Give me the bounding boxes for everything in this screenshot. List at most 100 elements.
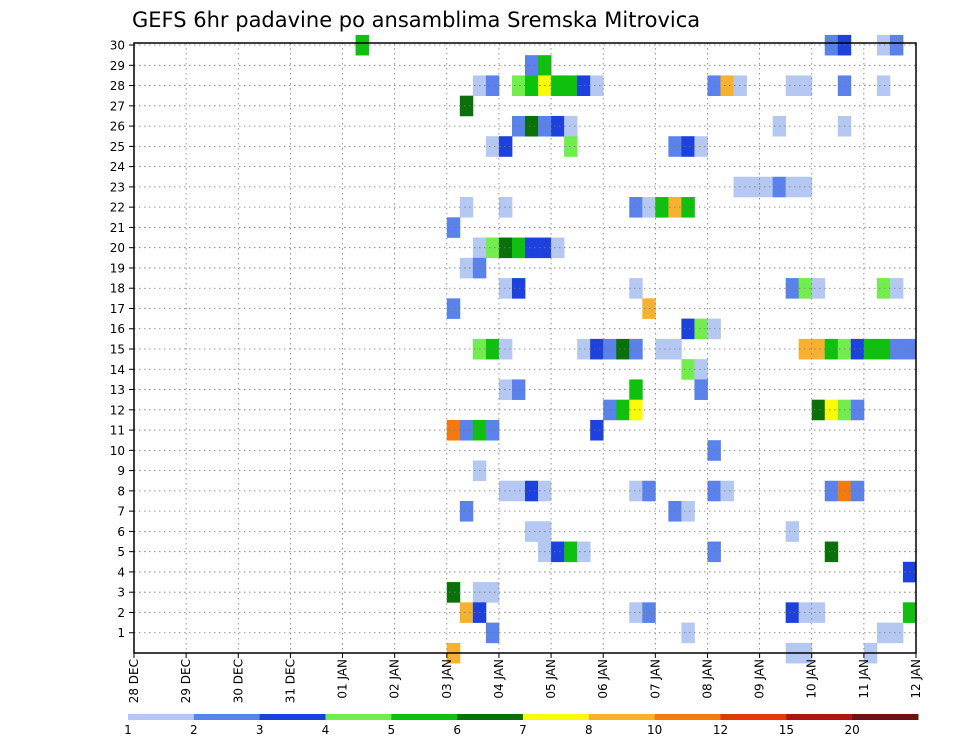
heatmap-cell bbox=[629, 379, 643, 400]
y-tick-label: 7 bbox=[117, 505, 125, 519]
heatmap-cell bbox=[485, 582, 500, 603]
heatmap-cell bbox=[824, 34, 839, 56]
x-tick-label: 06 JAN bbox=[596, 659, 610, 699]
heatmap-cell bbox=[655, 197, 669, 218]
y-tick-label: 20 bbox=[110, 241, 125, 255]
heatmap-cell bbox=[681, 501, 695, 522]
heatmap-cell bbox=[459, 602, 474, 623]
heatmap-cell bbox=[459, 197, 474, 218]
heatmap-cell bbox=[590, 75, 604, 96]
x-tick-label: 28 DEC bbox=[127, 659, 141, 703]
y-tick-label: 16 bbox=[110, 322, 125, 336]
colorbar-label: 15 bbox=[779, 723, 794, 737]
heatmap-cell bbox=[889, 338, 904, 360]
heatmap-cell bbox=[746, 176, 760, 198]
heatmap-cell bbox=[511, 237, 526, 259]
colorbar-swatch bbox=[128, 714, 195, 720]
heatmap-cell bbox=[511, 480, 526, 502]
heatmap-cell bbox=[485, 419, 500, 441]
colorbar-swatch bbox=[786, 714, 853, 720]
x-tick-label: 31 DEC bbox=[283, 659, 297, 703]
heatmap-cell bbox=[498, 379, 513, 400]
heatmap-cell bbox=[681, 359, 695, 380]
heatmap-cell bbox=[355, 34, 369, 56]
y-tick-label: 17 bbox=[110, 302, 125, 316]
y-tick-label: 27 bbox=[110, 99, 125, 113]
colorbar-label: 6 bbox=[453, 723, 461, 737]
heatmap-cell bbox=[511, 379, 526, 400]
heatmap-cell bbox=[446, 217, 461, 238]
y-tick-label: 26 bbox=[110, 120, 125, 134]
y-tick-label: 19 bbox=[110, 261, 125, 275]
heatmap-cell bbox=[551, 115, 565, 137]
heatmap-cell bbox=[681, 136, 695, 157]
colorbar-label: 5 bbox=[388, 723, 396, 737]
colorbar-swatch bbox=[852, 714, 919, 720]
heatmap-cell bbox=[694, 318, 708, 340]
heatmap-cell bbox=[459, 257, 474, 279]
heatmap-cell bbox=[446, 298, 461, 319]
heatmap-cell bbox=[629, 197, 643, 218]
heatmap-cell bbox=[498, 338, 513, 360]
x-tick-label: 02 JAN bbox=[388, 659, 402, 699]
heatmap-cell bbox=[629, 338, 643, 360]
y-tick-label: 1 bbox=[117, 626, 125, 640]
heatmap-cell bbox=[889, 278, 904, 299]
heatmap-cell bbox=[498, 237, 513, 259]
heatmap-cell bbox=[551, 541, 565, 563]
heatmap-cell bbox=[485, 75, 500, 96]
heatmap-cell bbox=[876, 34, 891, 56]
heatmap-cell bbox=[629, 399, 643, 421]
heatmap-cell bbox=[551, 75, 565, 96]
heatmap-cell bbox=[811, 602, 826, 623]
heatmap-cell bbox=[785, 602, 800, 623]
heatmap-cell bbox=[485, 237, 500, 259]
heatmap-cell bbox=[811, 399, 826, 421]
x-tick-label: 29 DEC bbox=[179, 659, 193, 703]
heatmap-cell bbox=[876, 278, 891, 299]
heatmap-cell bbox=[681, 622, 695, 644]
heatmap-cell bbox=[720, 480, 734, 502]
grid-lines bbox=[134, 43, 916, 653]
heatmap-cell bbox=[850, 480, 865, 502]
x-tick-label: 12 JAN bbox=[909, 659, 923, 699]
y-tick-label: 22 bbox=[110, 201, 125, 215]
plot-frame bbox=[133, 42, 917, 654]
heatmap-cell bbox=[694, 379, 708, 400]
x-tick-label: 11 JAN bbox=[857, 659, 871, 699]
heatmap-cell bbox=[785, 521, 800, 542]
heatmap-cell bbox=[459, 419, 474, 441]
y-tick-label: 25 bbox=[110, 140, 125, 154]
heatmap-cell bbox=[694, 359, 708, 380]
colorbar-label: 4 bbox=[322, 723, 330, 737]
y-tick-label: 2 bbox=[117, 606, 125, 620]
y-tick-label: 29 bbox=[110, 59, 125, 73]
heatmap-cell bbox=[525, 480, 539, 502]
y-tick-label: 12 bbox=[110, 403, 125, 417]
heatmap-cell bbox=[720, 75, 734, 96]
colorbar-label: 3 bbox=[256, 723, 264, 737]
heatmap-cell bbox=[525, 115, 539, 137]
colorbar-label: 10 bbox=[647, 723, 662, 737]
y-axis: 1234567891011121314151617181920212223242… bbox=[110, 39, 134, 640]
y-tick-label: 5 bbox=[117, 545, 125, 559]
colorbar-label: 12 bbox=[713, 723, 728, 737]
heatmap-cells bbox=[355, 34, 917, 664]
heatmap-cell bbox=[485, 338, 500, 360]
heatmap-cell bbox=[446, 419, 461, 441]
heatmap-cell bbox=[525, 55, 539, 76]
heatmap-cell bbox=[498, 278, 513, 299]
heatmap-cell bbox=[511, 278, 526, 299]
y-tick-label: 13 bbox=[110, 383, 125, 397]
heatmap-cell bbox=[889, 622, 904, 644]
colorbar-label: 2 bbox=[190, 723, 198, 737]
x-tick-label: 09 JAN bbox=[753, 659, 767, 699]
heatmap-cell bbox=[785, 278, 800, 299]
heatmap-cell bbox=[525, 75, 539, 96]
colorbar-swatch bbox=[720, 714, 787, 720]
x-tick-label: 01 JAN bbox=[336, 659, 350, 699]
heatmap-cell bbox=[564, 136, 578, 157]
heatmap-cell bbox=[590, 338, 604, 360]
heatmap-cell bbox=[590, 419, 604, 441]
